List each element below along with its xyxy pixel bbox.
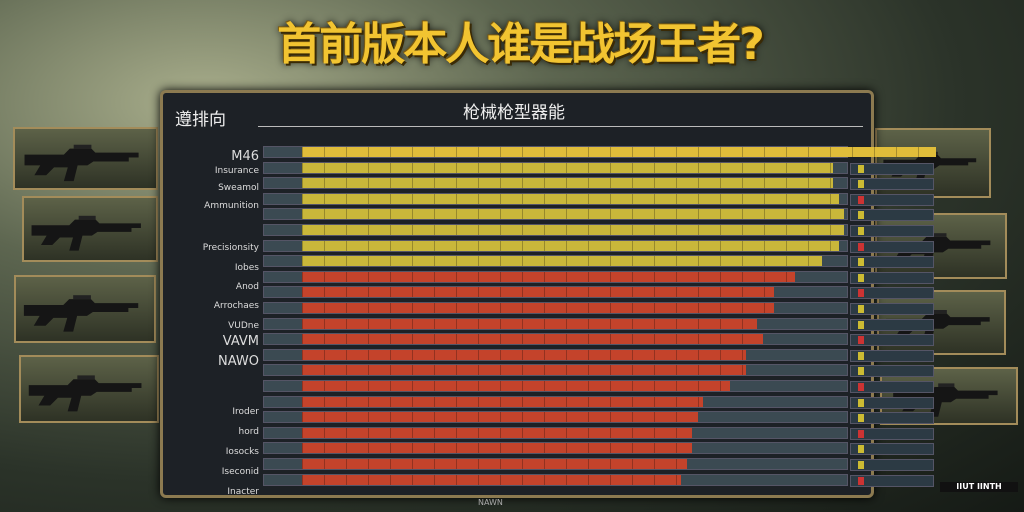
rifle-icon (893, 383, 998, 417)
stat-row (263, 208, 934, 222)
stat-bar (302, 427, 693, 438)
stat-side-cell (850, 334, 934, 347)
rifle-icon (24, 144, 139, 182)
stat-bar (302, 443, 693, 454)
stat-row (263, 442, 934, 456)
stat-row (263, 473, 934, 487)
weapon-label: NAWO (218, 354, 259, 369)
weapon-label: Iobes (234, 263, 259, 273)
stat-row (263, 286, 934, 300)
stat-bar (302, 303, 774, 313)
stat-side-cell (850, 349, 934, 362)
stat-row (263, 348, 934, 362)
stat-row (263, 333, 934, 347)
weapon-label: hord (238, 427, 259, 437)
stat-side-cell (850, 381, 934, 393)
stat-bar (302, 318, 758, 329)
rifle-icon (28, 375, 142, 412)
stat-row (263, 411, 934, 425)
weapon-label: VUDne (228, 321, 259, 331)
weapon-label: Precisionsity (202, 243, 259, 253)
stat-bar (302, 381, 731, 391)
stat-side-cell (850, 365, 934, 378)
footer-text: NAWN (478, 498, 503, 507)
stat-side-cell (850, 256, 934, 269)
stat-bar (302, 147, 936, 157)
weapon-image-left-3 (14, 275, 156, 343)
stat-side-cell (850, 318, 934, 331)
stat-bar (302, 459, 687, 469)
watermark: IIUT IINTH (940, 482, 1018, 492)
stat-row (263, 239, 934, 253)
stat-bar (302, 209, 844, 220)
stat-row (263, 426, 934, 440)
stat-side-cell (850, 427, 934, 440)
stat-row (263, 270, 934, 284)
rifle-icon (31, 215, 141, 251)
weapon-label: Ammunition (204, 201, 259, 211)
weapon-label: M46 (231, 149, 259, 164)
stat-side-cell (850, 443, 934, 456)
stat-row (263, 146, 936, 158)
stat-bar (302, 178, 834, 189)
stat-side-cell (850, 193, 934, 206)
stat-side-cell (850, 225, 934, 237)
stat-bar (302, 256, 823, 267)
stat-row (263, 364, 934, 378)
weapon-label: Sweamol (218, 183, 259, 193)
weapon-label: Iseconid (221, 467, 259, 477)
weapon-image-left-1 (13, 127, 158, 190)
panel-title: 枪械枪型器能 (463, 103, 565, 123)
stat-side-cell (850, 474, 934, 487)
stat-bar (302, 225, 844, 235)
weapon-label: VAVM (222, 334, 259, 349)
stat-row (263, 161, 934, 175)
stat-row (263, 302, 934, 315)
weapon-image-left-2 (22, 196, 158, 262)
stat-side-cell (850, 396, 934, 409)
stat-bar (302, 287, 774, 298)
weapon-label: Iosocks (225, 447, 259, 457)
stat-side-cell (850, 303, 934, 315)
weapon-stats-panel: 遵排向 枪械枪型器能 M46 Insurance Sweamol Ammunition… (160, 90, 936, 498)
weapon-label: Inacter (227, 487, 259, 497)
stat-bar (302, 396, 704, 407)
stat-bar (302, 162, 834, 173)
stat-bar (302, 474, 682, 485)
stat-bar (302, 365, 747, 376)
stat-side-cell (850, 209, 934, 222)
stat-side-cell (850, 459, 934, 471)
rifle-icon (23, 295, 139, 332)
stat-side-cell (850, 162, 934, 175)
stat-row (263, 255, 934, 269)
stat-bar (302, 271, 796, 282)
stat-bar (302, 334, 763, 345)
panel-corner-label: 遵排向 (175, 110, 226, 130)
page-title: 首前版本人谁是战场王者? (277, 19, 765, 70)
weapon-image-left-4 (19, 355, 159, 423)
stat-row (263, 177, 934, 191)
stat-side-cell (850, 178, 934, 191)
stat-bar (302, 412, 698, 423)
stat-row (263, 380, 934, 393)
top-axis (258, 126, 863, 127)
stat-row (263, 317, 934, 331)
stat-bar (302, 349, 747, 360)
stat-row (263, 224, 934, 237)
stat-side-cell (850, 412, 934, 425)
stat-side-cell (850, 240, 934, 253)
stat-bar (302, 240, 839, 251)
stat-row (263, 192, 934, 206)
stat-bar (302, 193, 839, 204)
stat-side-cell (850, 287, 934, 300)
weapon-label: Insurance (214, 166, 259, 176)
stat-row (263, 458, 934, 471)
weapon-label: Anod (235, 282, 259, 292)
weapon-label: Iroder (232, 407, 259, 417)
stat-row (263, 395, 934, 409)
weapon-label: Arrochaes (213, 301, 259, 311)
stat-side-cell (850, 271, 934, 284)
